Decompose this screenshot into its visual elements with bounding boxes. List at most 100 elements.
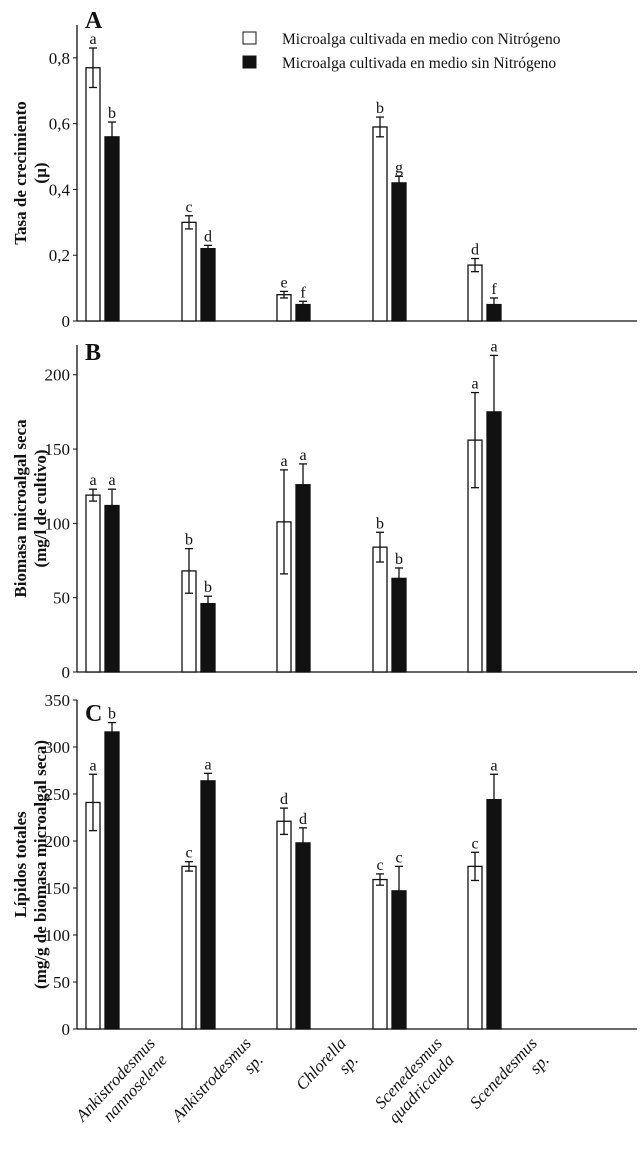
x-category-label: Scenedesmussp. [466, 1033, 556, 1125]
significance-letter: c [471, 835, 478, 852]
significance-letter: b [185, 532, 193, 549]
bar [467, 264, 483, 322]
bar [181, 865, 197, 1030]
bar [372, 126, 388, 322]
significance-letter: b [376, 100, 384, 117]
y-tick-label: 100 [45, 926, 71, 945]
panel-letter: C [85, 701, 102, 727]
significance-letter: b [108, 706, 116, 723]
significance-letter: a [204, 756, 211, 773]
y-tick-label: 0 [62, 1020, 71, 1039]
bar [200, 780, 216, 1030]
x-category-labels: AnkistrodesmusnannoseleneAnkistrodesmuss… [71, 1033, 556, 1139]
significance-letter: a [108, 472, 115, 489]
significance-letter: b [376, 515, 384, 532]
bar [85, 801, 101, 1030]
panel-a: A 0 0,2 0,4 0,6 0,8 Tasa de crecimiento (µ) a c e b… [11, 8, 637, 331]
bar [486, 798, 502, 1030]
legend-swatch-without-nitrogen [242, 55, 257, 69]
y-tick-label: 0,6 [49, 115, 70, 134]
y-tick-label: 100 [45, 514, 71, 533]
bar [467, 865, 483, 1030]
y-tick-label: 200 [45, 366, 71, 385]
legend-label-without-nitrogen: Microalga cultivada en medio sin Nitróge… [282, 55, 556, 72]
y-tick-label: 0,8 [49, 49, 70, 68]
bar [372, 546, 388, 673]
significance-letter: b [204, 579, 212, 596]
bar [486, 303, 502, 322]
legend: Microalga cultivada en medio con Nitróge… [242, 31, 561, 72]
y-axis-unit: (mg/g de biomasa microalgal seca) [31, 740, 50, 989]
bar [85, 67, 101, 322]
bar [104, 504, 120, 673]
significance-letter: d [280, 791, 288, 808]
y-tick-label: 150 [45, 879, 71, 898]
legend-swatch-with-nitrogen [242, 31, 257, 45]
y-axis-unit: (µ) [31, 162, 50, 183]
y-tick-label: 0 [62, 312, 71, 331]
significance-letter: g [395, 159, 403, 176]
bar [200, 247, 216, 322]
significance-letter: a [89, 472, 96, 489]
bar [372, 878, 388, 1030]
y-tick-label: 250 [45, 785, 71, 804]
bar [104, 136, 120, 322]
bar [391, 577, 407, 673]
significance-letter: f [491, 281, 497, 298]
significance-letter: a [89, 757, 96, 774]
bar [391, 182, 407, 322]
significance-letter: f [300, 284, 306, 301]
bar [104, 731, 120, 1030]
panel-b: B 0 50 100 150 200 Biomasa microalgal seca (mg/… [11, 338, 637, 682]
significance-letter: a [471, 376, 478, 393]
significance-letter: b [395, 551, 403, 568]
y-tick-label: 200 [45, 832, 71, 851]
y-axis-label: Biomasa microalgal seca [11, 419, 30, 598]
y-axis-label: Lípidos totales [11, 811, 30, 918]
significance-letter: c [185, 845, 192, 862]
x-category-label: Chlorellasp. [292, 1034, 365, 1108]
significance-letter: a [490, 338, 497, 355]
significance-letter: c [395, 849, 402, 866]
panel-letter: B [85, 340, 101, 366]
panel-c: C 0 50 100 150 200 250 300 350 Lípidos totales (mg… [11, 691, 637, 1039]
y-tick-label: 0,4 [49, 180, 71, 199]
y-tick-label: 150 [45, 440, 71, 459]
x-category-label-line: Scenedesmus [466, 1033, 541, 1112]
significance-letter: a [299, 447, 306, 464]
y-tick-label: 0 [62, 663, 71, 682]
x-category-label: Ankistrodesmussp. [167, 1033, 269, 1139]
bar [181, 221, 197, 322]
significance-letter: d [471, 242, 479, 259]
x-category-label-line: Ankistrodesmus [167, 1033, 255, 1125]
y-axis-unit: (mg/l de cultivo) [31, 449, 50, 567]
bar [486, 411, 502, 673]
bar [276, 820, 292, 1030]
y-tick-label: 350 [45, 691, 71, 710]
y-axis-label: Tasa de crecimiento [11, 101, 30, 245]
x-category-label: Ankistrodesmusnannoselene [71, 1033, 173, 1139]
x-category-label: Scenedesmusquadricauda [370, 1033, 461, 1126]
bar [295, 303, 311, 322]
legend-label-with-nitrogen: Microalga cultivada en medio con Nitróge… [282, 31, 561, 48]
significance-letter: c [185, 199, 192, 216]
bar [391, 890, 407, 1030]
y-tick-label: 0,2 [49, 246, 70, 265]
significance-letter: d [299, 811, 307, 828]
significance-letter: e [280, 274, 287, 291]
bar [295, 842, 311, 1030]
bar [200, 602, 216, 673]
y-tick-label: 300 [45, 738, 71, 757]
significance-letter: b [108, 105, 116, 122]
significance-letter: c [376, 857, 383, 874]
bar [85, 494, 101, 673]
significance-letter: a [490, 757, 497, 774]
significance-letter: a [280, 453, 287, 470]
bar [295, 484, 311, 673]
bar [276, 294, 292, 322]
significance-letter: a [89, 31, 96, 48]
panel-letter: A [85, 8, 103, 34]
significance-letter: d [204, 228, 212, 245]
y-tick-label: 50 [53, 973, 70, 992]
